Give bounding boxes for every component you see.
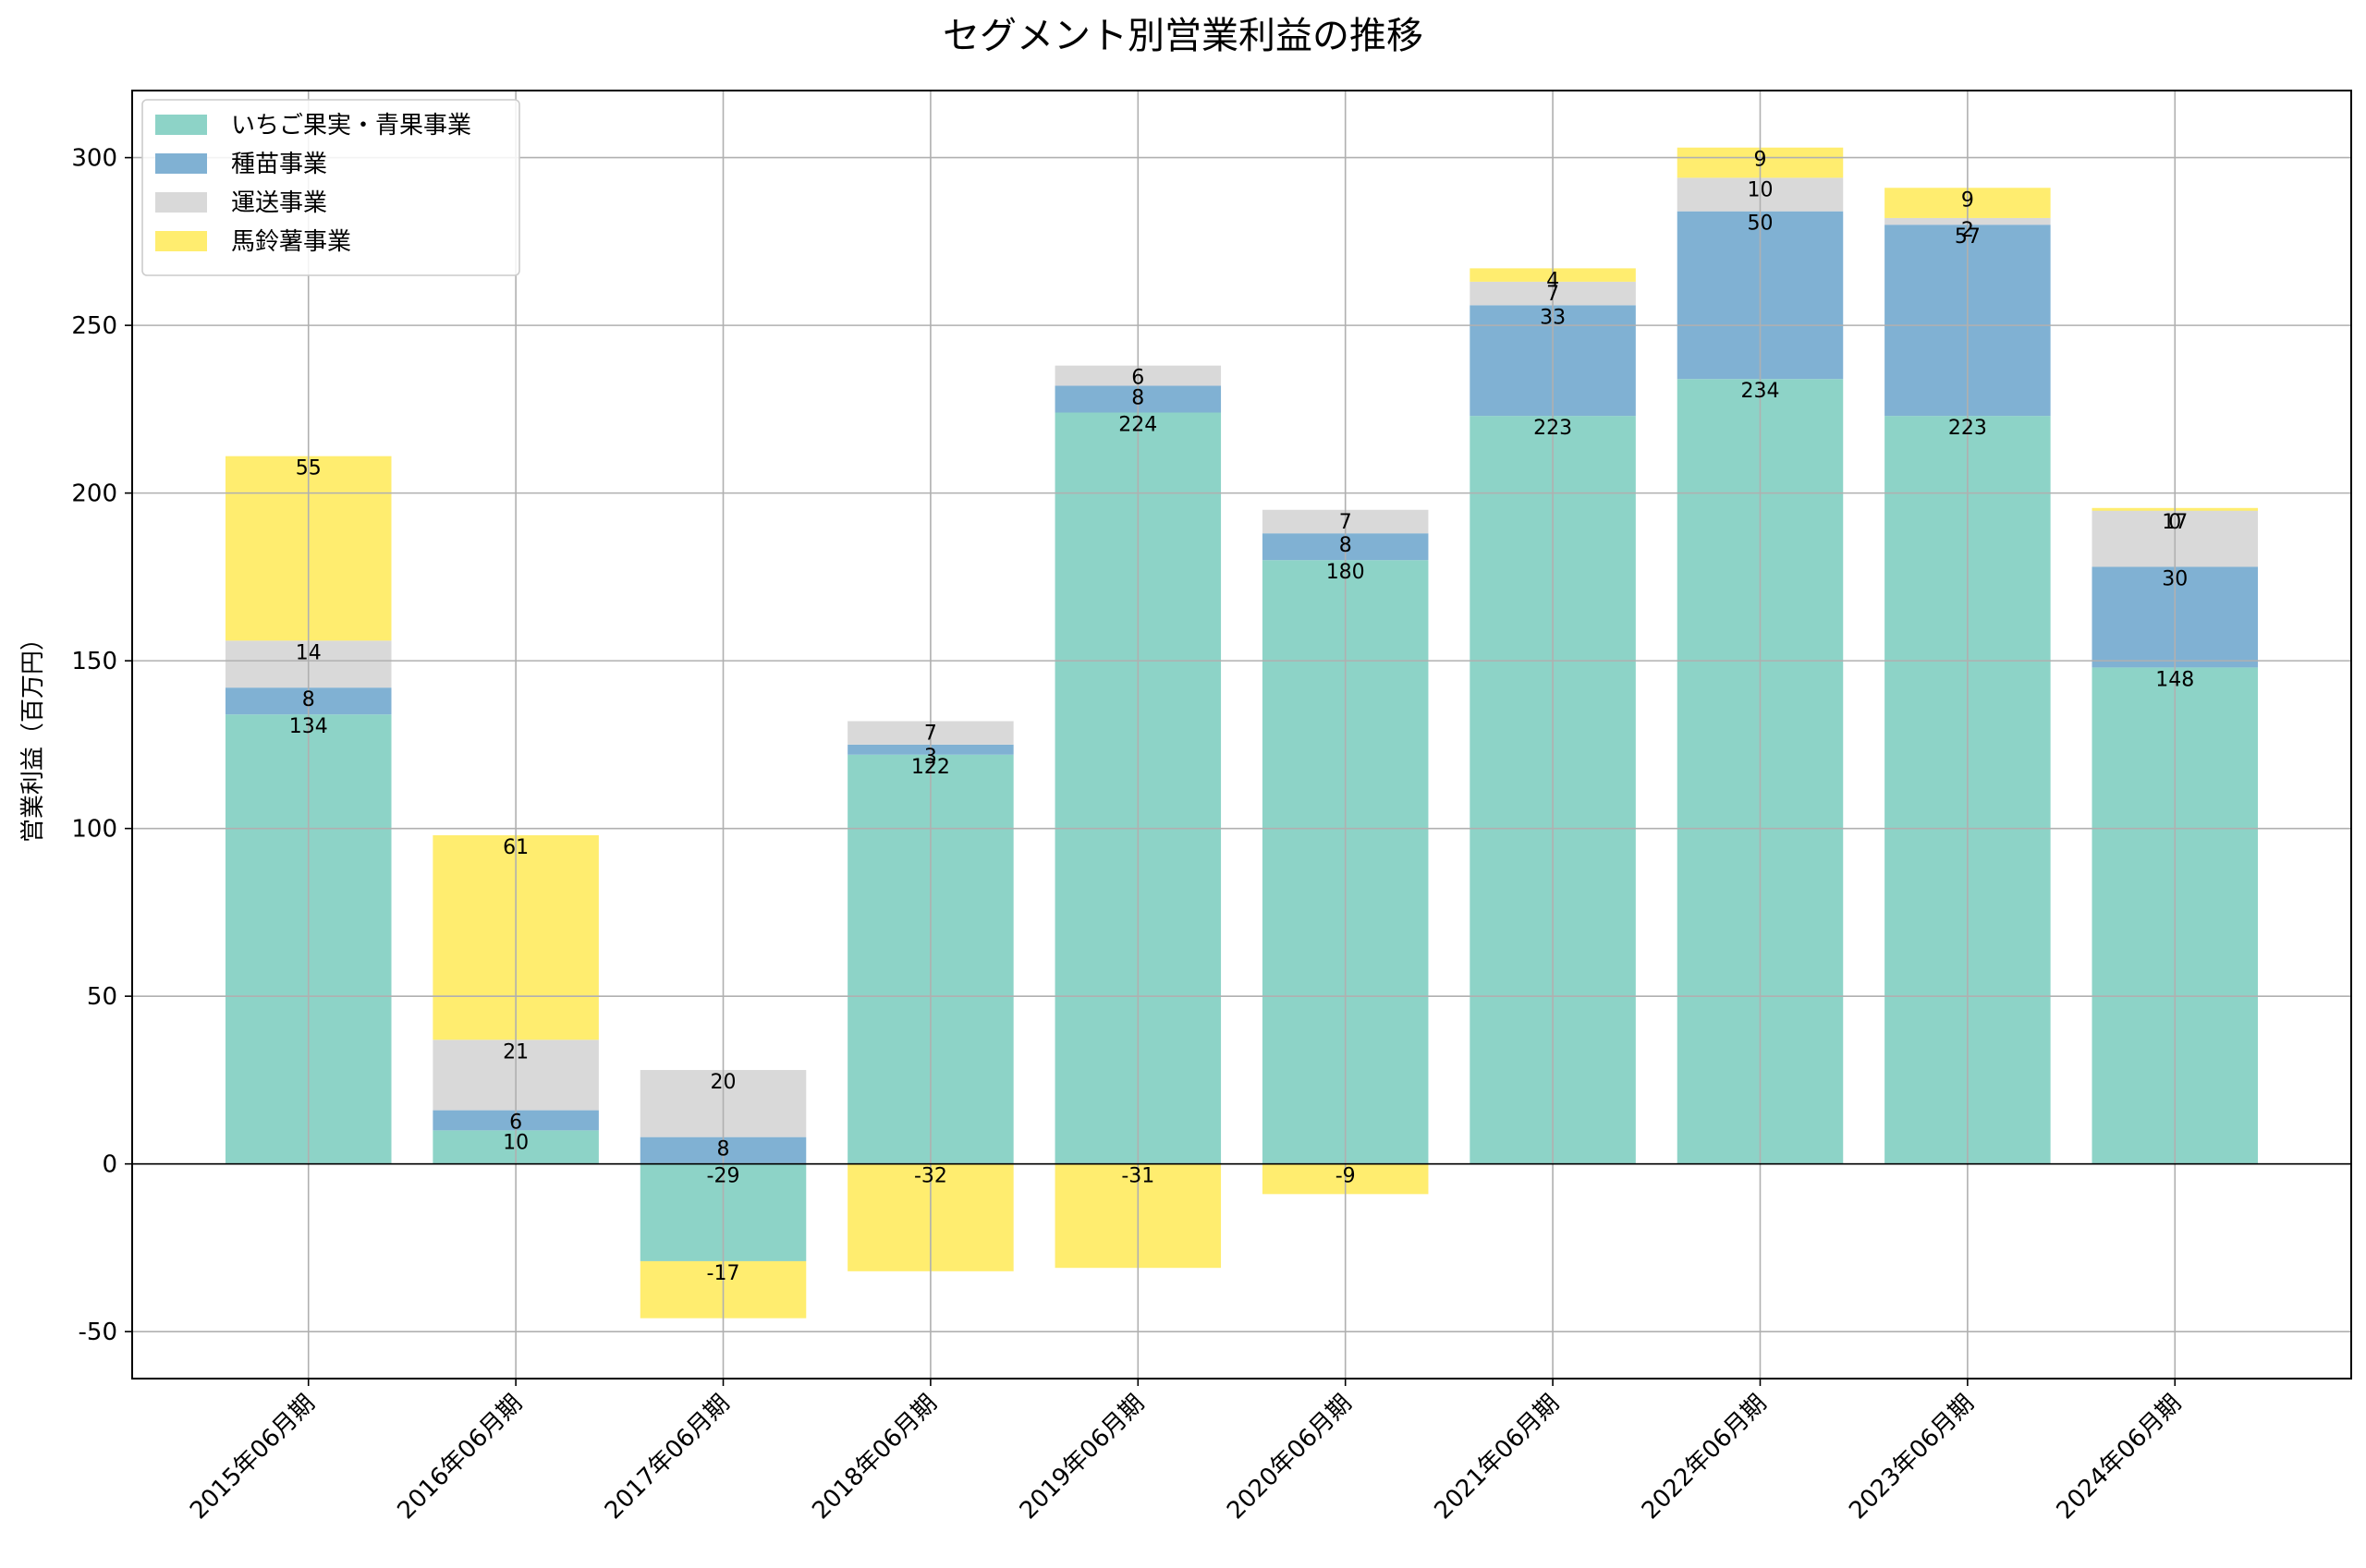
- x-tick-label: 2020年06月期: [1222, 1390, 1358, 1525]
- x-tick-label: 2017年06月期: [600, 1390, 736, 1525]
- data-label: 4: [1546, 269, 1559, 292]
- legend-swatch: [155, 115, 207, 135]
- y-tick-label: 0: [102, 1151, 117, 1179]
- legend-label: 種苗事業: [231, 151, 327, 178]
- data-label: 180: [1326, 561, 1365, 584]
- data-label: 7: [1546, 283, 1559, 306]
- y-axis: -50 0 50 100 150 200 250 300: [71, 145, 132, 1346]
- x-tick-label: 2019年06月期: [1015, 1390, 1151, 1525]
- y-tick-label: 200: [71, 480, 117, 508]
- data-label: 8: [1339, 534, 1352, 557]
- legend-label: いちご果実・青果事業: [231, 112, 471, 140]
- legend-swatch: [155, 192, 207, 213]
- data-label: 8: [1131, 386, 1144, 409]
- y-tick-label: 250: [71, 312, 117, 340]
- x-axis: 2015年06月期 2016年06月期 2017年06月期 2018年06月期 2019…: [185, 1379, 2187, 1525]
- data-label: 7: [924, 722, 937, 745]
- y-tick-label: 100: [71, 816, 117, 844]
- chart-title: セグメント別営業利益の推移: [943, 15, 1423, 57]
- data-label: 148: [2155, 668, 2194, 691]
- x-tick-label: 2024年06月期: [2052, 1390, 2188, 1525]
- y-tick-label: 50: [87, 983, 117, 1011]
- data-label: 0: [2168, 511, 2181, 534]
- data-label: 8: [302, 688, 315, 711]
- data-label: 17: [2162, 511, 2188, 534]
- x-tick-label: 2016年06月期: [393, 1390, 529, 1525]
- x-tick-label: 2023年06月期: [1844, 1390, 1980, 1525]
- data-label: 20: [711, 1071, 737, 1094]
- data-label: 122: [911, 756, 950, 779]
- data-label: 57: [1955, 225, 1981, 249]
- y-tick-label: -50: [79, 1319, 117, 1346]
- data-label: 14: [296, 641, 322, 664]
- data-label: 6: [1131, 367, 1144, 390]
- data-label: 10: [1747, 178, 1773, 201]
- x-tick-label: 2022年06月期: [1637, 1390, 1773, 1525]
- y-axis-label: 営業利益（百万円）: [19, 626, 47, 843]
- data-label: 223: [1948, 417, 1987, 440]
- x-tick-label: 2021年06月期: [1429, 1390, 1565, 1525]
- plot-frame: [131, 90, 2352, 1380]
- data-label: 134: [289, 715, 328, 738]
- legend-swatch: [155, 231, 207, 251]
- data-label: 9: [1753, 149, 1766, 172]
- data-label: 8: [717, 1138, 730, 1161]
- data-label: 30: [2162, 567, 2188, 590]
- y-tick-label: 300: [71, 145, 117, 173]
- legend-label: 運送事業: [231, 189, 327, 217]
- data-label: 223: [1533, 417, 1572, 440]
- legend-label: 馬鈴薯事業: [231, 228, 351, 256]
- data-labels: 134814551062161-29820-1712237-3222486-31…: [289, 149, 2195, 1285]
- data-label: 6: [509, 1112, 522, 1135]
- data-label: 224: [1118, 414, 1157, 437]
- y-tick-label: 150: [71, 648, 117, 675]
- data-label: 9: [1961, 188, 1974, 212]
- data-label: -31: [1121, 1165, 1154, 1188]
- data-label: -17: [707, 1262, 740, 1285]
- data-label: 50: [1747, 213, 1773, 236]
- x-tick-label: 2018年06月期: [807, 1390, 943, 1525]
- data-label: -32: [914, 1165, 947, 1188]
- data-label: 61: [503, 836, 529, 859]
- data-label: 7: [1339, 511, 1352, 534]
- legend-box: [141, 99, 520, 276]
- data-label: -29: [707, 1165, 740, 1188]
- data-label: 33: [1540, 306, 1566, 329]
- data-label: 10: [503, 1131, 529, 1154]
- data-label: 3: [924, 746, 937, 769]
- data-label: 55: [296, 457, 322, 480]
- legend-swatch: [155, 153, 207, 174]
- x-tick-label: 2015年06月期: [185, 1390, 321, 1525]
- data-label: 21: [503, 1040, 529, 1064]
- data-label: 2: [1961, 219, 1974, 242]
- data-label: -9: [1335, 1165, 1356, 1188]
- data-label: 234: [1740, 380, 1779, 403]
